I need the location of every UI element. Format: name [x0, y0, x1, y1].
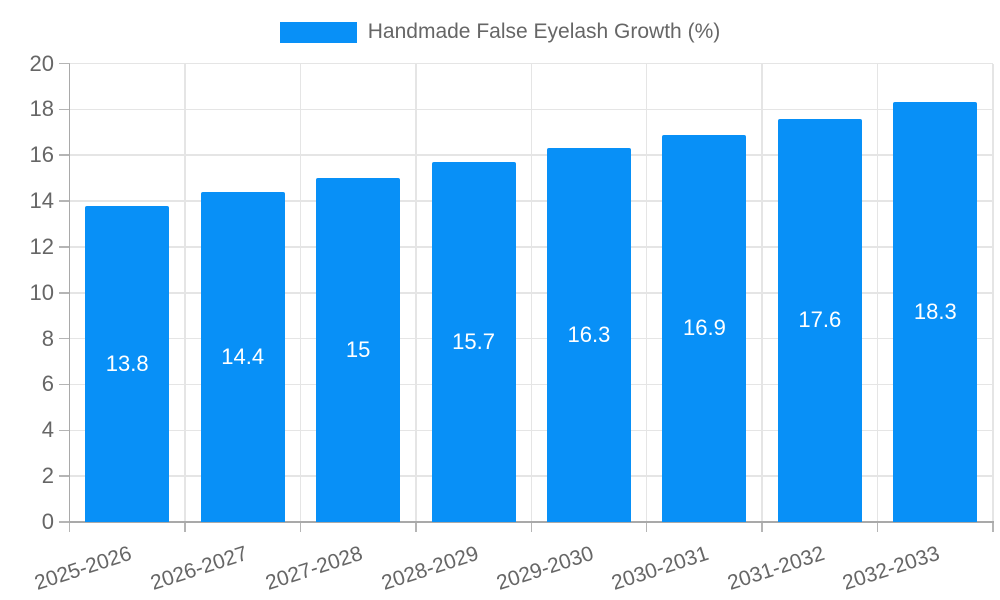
- bar[interactable]: [662, 134, 747, 522]
- x-tick: [68, 522, 71, 532]
- y-axis-tick-label: 4: [41, 417, 54, 443]
- x-gridline: [761, 63, 763, 522]
- legend-swatch-icon: [279, 21, 357, 43]
- bar-value-label: 17.6: [798, 307, 842, 333]
- y-tick: [59, 521, 70, 523]
- y-tick: [59, 154, 70, 156]
- y-axis-tick-label: 10: [29, 279, 54, 305]
- bar-value-label: 16.3: [567, 322, 611, 348]
- bar[interactable]: [200, 191, 285, 522]
- y-tick: [59, 429, 70, 432]
- legend-label: Handmade False Eyelash Growth (%): [367, 20, 721, 43]
- bar-value-label: 18.3: [913, 299, 957, 325]
- y-tick: [59, 108, 70, 111]
- x-gridline: [299, 63, 302, 522]
- bar[interactable]: [777, 118, 862, 522]
- x-tick: [992, 522, 994, 532]
- x-gridline: [645, 63, 648, 522]
- x-tick: [876, 522, 879, 532]
- y-tick: [59, 246, 70, 248]
- y-axis-line: [68, 63, 71, 522]
- bar[interactable]: [316, 178, 401, 522]
- x-gridline: [184, 63, 186, 522]
- bar-value-label: 16.9: [682, 315, 726, 341]
- y-tick: [59, 292, 70, 294]
- y-axis-tick-label: 14: [29, 188, 54, 214]
- x-axis-line: [68, 521, 994, 523]
- x-gridline: [530, 63, 532, 522]
- legend-item[interactable]: Handmade False Eyelash Growth (%): [279, 20, 721, 44]
- bar[interactable]: [893, 102, 978, 522]
- legend: Handmade False Eyelash Growth (%): [0, 20, 1000, 44]
- bar[interactable]: [431, 162, 516, 522]
- x-tick: [415, 522, 417, 532]
- x-tick: [299, 522, 302, 532]
- y-tick: [59, 383, 70, 386]
- y-tick: [59, 200, 70, 202]
- y-axis-tick-label: 20: [29, 50, 54, 76]
- x-tick: [761, 522, 763, 532]
- y-tick: [59, 62, 70, 65]
- bar-value-label: 15: [345, 337, 371, 363]
- y-axis-tick-label: 0: [41, 509, 54, 534]
- x-gridline: [992, 63, 994, 522]
- bar[interactable]: [85, 205, 170, 522]
- y-axis-tick-label: 2: [41, 463, 54, 489]
- x-tick: [184, 522, 186, 532]
- x-tick: [645, 522, 648, 532]
- bar-value-label: 15.7: [452, 329, 495, 355]
- y-axis-tick-label: 16: [29, 142, 54, 168]
- y-axis-tick-label: 6: [41, 371, 54, 397]
- bar-value-label: 13.8: [105, 350, 149, 376]
- y-axis-tick-label: 18: [29, 96, 54, 122]
- x-tick: [530, 522, 532, 532]
- y-tick: [59, 475, 70, 477]
- y-axis-tick-label: 12: [29, 233, 54, 259]
- x-gridline: [876, 63, 879, 522]
- y-tick: [59, 337, 70, 340]
- y-axis-tick-label: 8: [41, 325, 54, 351]
- bar-value-label: 14.4: [221, 343, 265, 369]
- x-gridline: [415, 63, 417, 522]
- bar[interactable]: [546, 148, 631, 522]
